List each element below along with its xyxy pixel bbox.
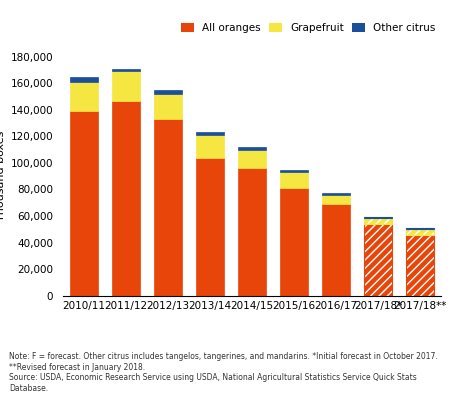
Bar [406,229,434,234]
Bar [364,217,392,218]
Bar [154,90,182,94]
Bar [70,77,98,82]
Bar [280,188,308,296]
Bar [322,195,350,204]
Bar [406,228,434,229]
Bar [112,71,140,100]
Legend: All oranges, Grapefruit, Other citrus: All oranges, Grapefruit, Other citrus [177,19,440,37]
Bar [154,119,182,296]
Bar [406,229,434,234]
Y-axis label: Thousand boxes: Thousand boxes [0,131,6,222]
Bar [364,224,392,296]
Bar [322,193,350,195]
Bar [322,204,350,296]
Bar [196,158,224,296]
Bar [112,100,140,296]
Bar [238,168,266,296]
Bar [238,149,266,168]
Bar [406,234,434,296]
Text: Florida citrus production, 2010/11-2017/18F: Florida citrus production, 2010/11-2017/… [4,17,369,32]
Bar [196,132,224,135]
Bar [112,69,140,71]
Bar [280,172,308,188]
Bar [364,218,392,224]
Bar [238,147,266,149]
Bar [70,111,98,296]
Bar [364,218,392,224]
Text: Note: F = forecast. Other citrus includes tangelos, tangerines, and mandarins. *: Note: F = forecast. Other citrus include… [9,352,438,392]
Bar [70,82,98,111]
Bar [196,135,224,158]
Bar [406,234,434,296]
Bar [364,217,392,218]
Bar [280,170,308,172]
Bar [154,94,182,119]
Bar [406,228,434,229]
Bar [364,224,392,296]
